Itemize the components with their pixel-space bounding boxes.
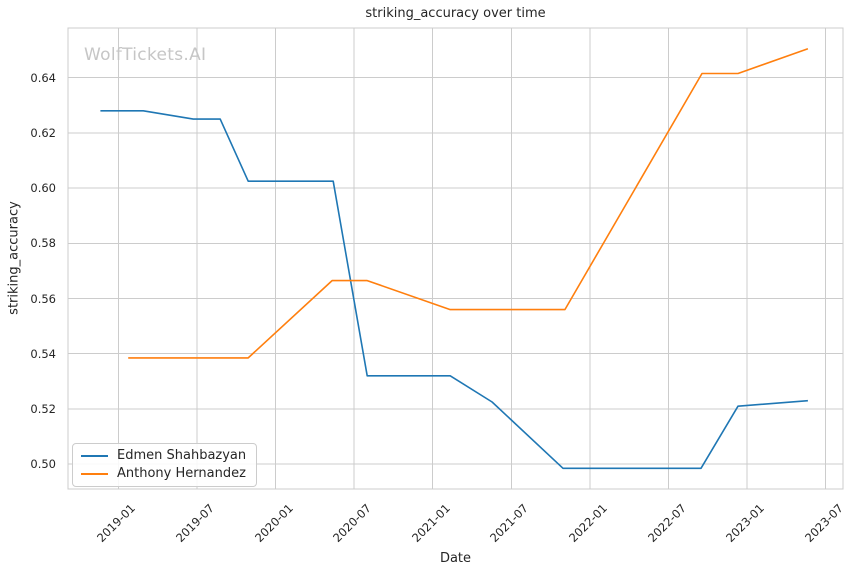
legend-label: Edmen Shahbazyan: [117, 448, 247, 463]
chart-title: striking_accuracy over time: [365, 6, 546, 21]
series-line-edmen-shahbazyan: [100, 110, 808, 470]
legend-item: Edmen Shahbazyan: [81, 448, 246, 464]
legend-line-swatch: [81, 455, 108, 457]
legend-item: Anthony Hernandez: [81, 466, 246, 482]
y-tick-label: 0.62: [30, 125, 56, 140]
y-tick-label: 0.54: [30, 346, 56, 361]
legend: Edmen Shahbazyan Anthony Hernandez: [72, 443, 258, 487]
x-axis-label: Date: [439, 551, 472, 566]
y-tick-label: 0.50: [30, 457, 56, 472]
series-line-anthony-hernandez: [128, 47, 809, 359]
legend-line-swatch: [81, 473, 108, 475]
watermark: WolfTickets.AI: [84, 45, 207, 65]
y-tick-label: 0.60: [30, 181, 56, 196]
y-tick-label: 0.58: [30, 236, 56, 251]
y-tick-label: 0.56: [30, 291, 56, 306]
y-tick-label: 0.64: [30, 70, 56, 85]
plot-border: [67, 27, 844, 490]
y-tick-label: 0.52: [30, 401, 56, 416]
legend-label: Anthony Hernandez: [117, 466, 246, 481]
